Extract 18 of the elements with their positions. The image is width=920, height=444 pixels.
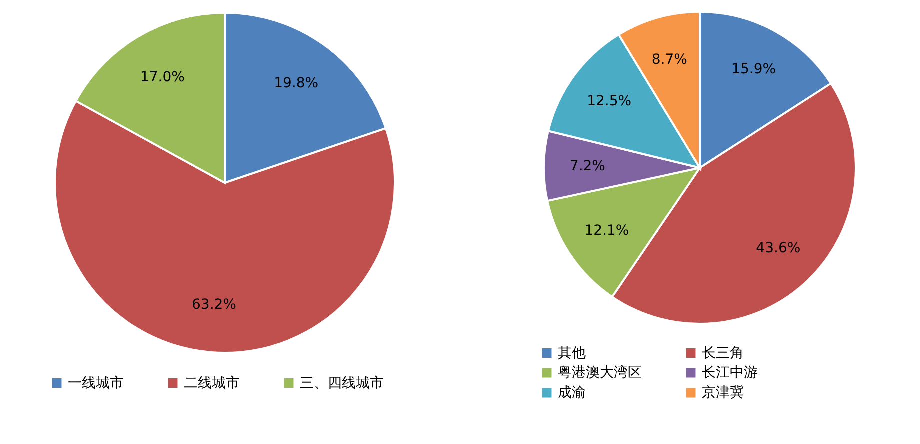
data-label: 17.0% [140, 70, 185, 86]
legend-label: 成渝 [558, 385, 586, 401]
data-label: 7.2% [570, 158, 606, 175]
legend-label: 二线城市 [184, 375, 240, 392]
data-label: 63.2% [192, 296, 236, 313]
legend-label: 长三角 [702, 345, 744, 362]
data-label: 12.1% [584, 222, 630, 239]
legend-label: 其他 [558, 345, 586, 362]
legend-label: 粤港澳大湾区 [558, 365, 642, 381]
legend-label: 一线城市 [68, 375, 124, 392]
legend-label: 长江中游 [702, 365, 758, 381]
legend-label: 京津冀 [702, 385, 744, 401]
data-label: 15.9% [732, 61, 776, 78]
legend-label: 三、四线城市 [300, 375, 384, 392]
data-label: 8.7% [652, 52, 688, 68]
data-label: 12.5% [587, 94, 632, 110]
data-label: 43.6% [756, 240, 801, 256]
data-label: 19.8% [274, 76, 319, 92]
